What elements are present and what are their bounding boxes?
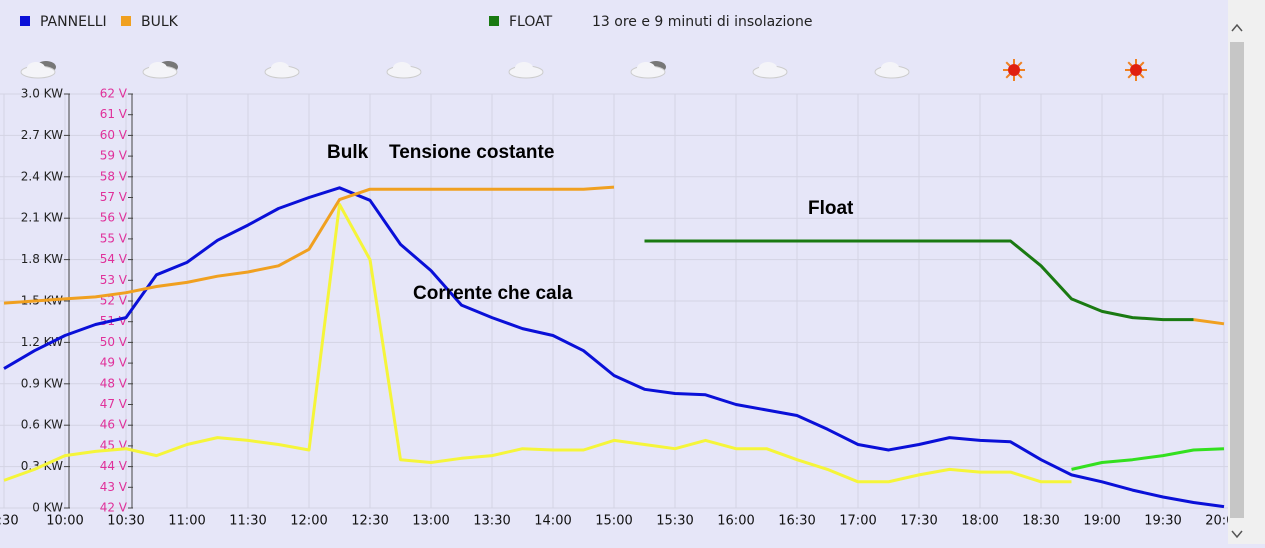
y-tick-label: 1.8 KW [21,252,63,266]
y2-tick-label: 54 V [100,252,128,266]
weather-icon [1017,61,1023,67]
x-tick-label: 10:30 [107,514,144,529]
weather-icon [759,62,777,74]
series-line [3,202,1072,484]
y2-tick-label: 56 V [100,211,128,225]
y2-tick-label: 48 V [100,376,128,390]
scrollbar-thumb[interactable] [1230,42,1244,518]
x-tick-label: 19:00 [1083,514,1120,529]
y2-tick-label: 59 V [100,149,128,163]
weather-icon [515,62,533,74]
x-tick-label: 17:30 [900,514,937,529]
weather-icon [1127,73,1133,79]
y2-tick-label: 43 V [100,480,128,494]
y2-tick-label: 49 V [100,356,128,370]
y2-tick-label: 44 V [100,459,128,473]
x-tick-label: 9:30 [0,514,19,529]
weather-icon [1130,64,1142,76]
weather-icon [637,62,655,74]
x-tick-label: 16:30 [778,514,815,529]
x-tick-label: 13:00 [412,514,449,529]
legend-label: FLOAT [509,14,553,30]
x-tick-label: 19:30 [1144,514,1181,529]
series-line [3,185,1225,326]
y2-tick-label: 42 V [100,501,128,515]
weather-icon [271,62,289,74]
x-tick-label: 15:00 [595,514,632,529]
x-tick-label: 18:00 [961,514,998,529]
weather-icon [1008,64,1020,76]
annotation: Float [808,198,854,219]
y2-tick-label: 52 V [100,294,128,308]
weather-icon [1139,61,1145,67]
x-tick-label: 17:00 [839,514,876,529]
legend-label: BULK [141,14,179,30]
x-tick-label: 13:30 [473,514,510,529]
y-tick-label: 0.9 KW [21,376,63,390]
y2-tick-label: 58 V [100,169,128,183]
y-tick-label: 0 KW [32,501,63,515]
y-tick-label: 1.2 KW [21,335,63,349]
legend-swatch [121,16,131,26]
x-tick-label: 14:00 [534,514,571,529]
y-tick-label: 0.6 KW [21,418,63,432]
series-line [3,186,1225,509]
weather-icon [1139,73,1145,79]
series-line [644,239,1194,322]
y2-tick-label: 55 V [100,231,128,245]
weather-icon [1005,61,1011,67]
y-tick-label: 2.1 KW [21,211,63,225]
annotation: Tensione costante [389,142,554,163]
y-tick-label: 2.7 KW [21,128,63,142]
legend-label: PANNELLI [40,14,107,30]
y2-tick-label: 46 V [100,418,128,432]
x-tick-label: 16:00 [717,514,754,529]
y-tick-label: 3.0 KW [21,87,63,101]
y2-tick-label: 50 V [100,335,128,349]
subtitle: 13 ore e 9 minuti di insolazione [592,14,812,30]
weather-icon [1005,73,1011,79]
legend-swatch [489,16,499,26]
x-tick-label: 15:30 [656,514,693,529]
x-tick-label: 12:30 [351,514,388,529]
y2-tick-label: 61 V [100,107,128,121]
weather-icons [20,59,1147,81]
y2-tick-label: 53 V [100,273,128,287]
weather-icon [149,62,167,74]
scroll-up[interactable] [1231,23,1243,32]
weather-icon [1127,61,1133,67]
weather-icon [393,62,411,74]
weather-icon [27,62,45,74]
annotation: Corrente che cala [413,283,573,304]
y2-tick-label: 47 V [100,397,128,411]
annotation: Bulk [327,142,369,163]
y2-tick-label: 57 V [100,190,128,204]
scroll-down[interactable] [1231,530,1243,539]
x-tick-label: 18:30 [1022,514,1059,529]
x-tick-label: 11:30 [229,514,266,529]
x-tick-label: 10:00 [46,514,83,529]
y-tick-label: 2.4 KW [21,169,63,183]
series-line [1071,447,1225,471]
weather-icon [1017,73,1023,79]
y2-tick-label: 60 V [100,128,128,142]
x-tick-label: 11:00 [168,514,205,529]
x-tick-label: 12:00 [290,514,327,529]
legend-swatch [20,16,30,26]
y2-tick-label: 62 V [100,87,128,101]
weather-icon [881,62,899,74]
